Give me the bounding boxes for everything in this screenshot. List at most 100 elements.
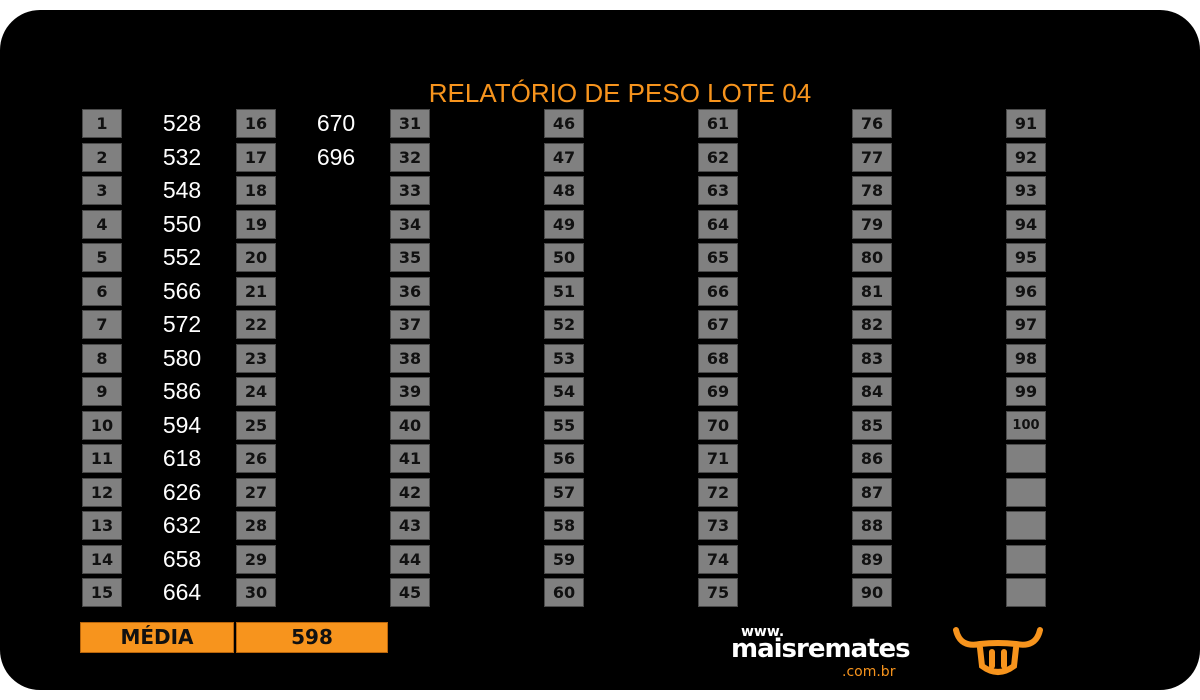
animal-number: 92 xyxy=(1006,142,1046,172)
animal-number: 91 xyxy=(1006,109,1046,138)
animal-number: 57 xyxy=(544,477,584,507)
animal-number: 19 xyxy=(236,209,276,239)
animal-number: 34 xyxy=(390,209,430,239)
animal-number: 98 xyxy=(1006,343,1046,373)
animal-number: 6 xyxy=(82,276,122,306)
animal-number: 18 xyxy=(236,176,276,205)
weight: 664 xyxy=(162,579,202,605)
animal-number: 90 xyxy=(852,578,892,607)
animal-number: 12 xyxy=(82,477,122,507)
weight: 550 xyxy=(162,210,202,237)
animal-number: 54 xyxy=(544,377,584,406)
animal-number: 100 xyxy=(1006,410,1046,440)
animal-number: 1 xyxy=(82,109,122,138)
animal-number: 59 xyxy=(544,544,584,574)
animal-number: 79 xyxy=(852,209,892,239)
animal-number: 58 xyxy=(544,511,584,540)
animal-number: 89 xyxy=(852,544,892,574)
weight: 528 xyxy=(162,110,202,136)
logo-name: maisremates xyxy=(731,634,911,664)
animal-number: 97 xyxy=(1006,310,1046,339)
animal-number: 50 xyxy=(544,243,584,272)
weight: 586 xyxy=(162,378,202,404)
animal-number: 30 xyxy=(236,578,276,607)
animal-number: 75 xyxy=(698,578,738,607)
animal-number: 43 xyxy=(390,511,430,540)
animal-number: 64 xyxy=(698,209,738,239)
animal-number: 39 xyxy=(390,377,430,406)
animal-number: 66 xyxy=(698,276,738,306)
animal-number: 68 xyxy=(698,343,738,373)
animal-number: 5 xyxy=(82,243,122,272)
animal-number: 7 xyxy=(82,310,122,339)
animal-number: 37 xyxy=(390,310,430,339)
weight: 566 xyxy=(162,277,202,304)
animal-number: 25 xyxy=(236,410,276,440)
animal-number: 20 xyxy=(236,243,276,272)
animal-number: 69 xyxy=(698,377,738,406)
animal-number: 56 xyxy=(544,444,584,473)
animal-number: 45 xyxy=(390,578,430,607)
animal-number: 63 xyxy=(698,176,738,205)
animal-number: 80 xyxy=(852,243,892,272)
animal-number: 44 xyxy=(390,544,430,574)
animal-number: 99 xyxy=(1006,377,1046,406)
animal-number: 41 xyxy=(390,444,430,473)
animal-number: 16 xyxy=(236,109,276,138)
weight: 632 xyxy=(162,512,202,538)
animal-number: 81 xyxy=(852,276,892,306)
bull-icon xyxy=(953,627,1043,675)
board: RELATÓRIO DE PESO LOTE 04 MÉDIA 598 www.… xyxy=(0,10,1200,690)
animal-number: 22 xyxy=(236,310,276,339)
animal-number: 11 xyxy=(82,444,122,473)
animal-number: 95 xyxy=(1006,243,1046,272)
animal-number: 40 xyxy=(390,410,430,440)
animal-number: 36 xyxy=(390,276,430,306)
weight: 658 xyxy=(162,545,202,572)
weight: 548 xyxy=(162,177,202,203)
animal-number: 21 xyxy=(236,276,276,306)
animal-number: 33 xyxy=(390,176,430,205)
animal-number: 52 xyxy=(544,310,584,339)
animal-number: 94 xyxy=(1006,209,1046,239)
empty-cell xyxy=(1006,511,1046,540)
animal-number: 28 xyxy=(236,511,276,540)
animal-number: 88 xyxy=(852,511,892,540)
animal-number: 73 xyxy=(698,511,738,540)
animal-number: 15 xyxy=(82,578,122,607)
animal-number: 70 xyxy=(698,410,738,440)
animal-number: 53 xyxy=(544,343,584,373)
animal-number: 86 xyxy=(852,444,892,473)
empty-cell xyxy=(1006,578,1046,607)
animal-number: 3 xyxy=(82,176,122,205)
weight: 670 xyxy=(316,110,356,136)
animal-number: 87 xyxy=(852,477,892,507)
animal-number: 46 xyxy=(544,109,584,138)
weight: 696 xyxy=(316,143,356,170)
weight: 594 xyxy=(162,411,202,438)
empty-cell xyxy=(1006,477,1046,507)
animal-number: 76 xyxy=(852,109,892,138)
animal-number: 93 xyxy=(1006,176,1046,205)
animal-number: 72 xyxy=(698,477,738,507)
animal-number: 77 xyxy=(852,142,892,172)
animal-number: 35 xyxy=(390,243,430,272)
animal-number: 29 xyxy=(236,544,276,574)
animal-number: 78 xyxy=(852,176,892,205)
animal-number: 31 xyxy=(390,109,430,138)
animal-number: 23 xyxy=(236,343,276,373)
animal-number: 2 xyxy=(82,142,122,172)
animal-number: 32 xyxy=(390,142,430,172)
weight: 552 xyxy=(162,244,202,270)
animal-number: 60 xyxy=(544,578,584,607)
average-label: MÉDIA xyxy=(80,622,234,653)
animal-number: 84 xyxy=(852,377,892,406)
animal-number: 26 xyxy=(236,444,276,473)
weight: 572 xyxy=(162,311,202,337)
logo-domain: .com.br xyxy=(842,664,896,680)
animal-number: 14 xyxy=(82,544,122,574)
weight: 618 xyxy=(162,445,202,471)
average-value: 598 xyxy=(236,622,388,653)
animal-number: 65 xyxy=(698,243,738,272)
